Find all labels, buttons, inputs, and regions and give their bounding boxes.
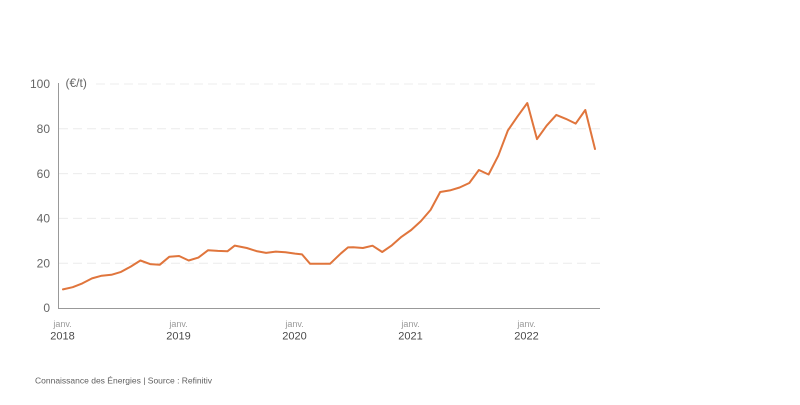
svg-text:2020: 2020 [282,331,306,343]
svg-text:20: 20 [37,256,51,270]
svg-text:2021: 2021 [398,331,422,343]
svg-text:janv.: janv. [400,319,419,329]
svg-text:Connaissance des Énergies | So: Connaissance des Énergies | Source : Ref… [35,375,213,385]
svg-text:janv.: janv. [52,319,71,329]
svg-text:60: 60 [37,167,51,181]
svg-text:0: 0 [43,301,50,315]
svg-text:janv.: janv. [168,319,187,329]
svg-text:2022: 2022 [514,331,538,343]
svg-text:80: 80 [37,122,51,136]
svg-text:janv.: janv. [284,319,303,329]
svg-text:janv.: janv. [516,319,535,329]
svg-text:100: 100 [30,77,50,91]
svg-text:40: 40 [37,212,51,226]
svg-text:2018: 2018 [50,331,74,343]
svg-text:(€/t): (€/t) [66,76,87,90]
svg-text:2019: 2019 [166,331,190,343]
